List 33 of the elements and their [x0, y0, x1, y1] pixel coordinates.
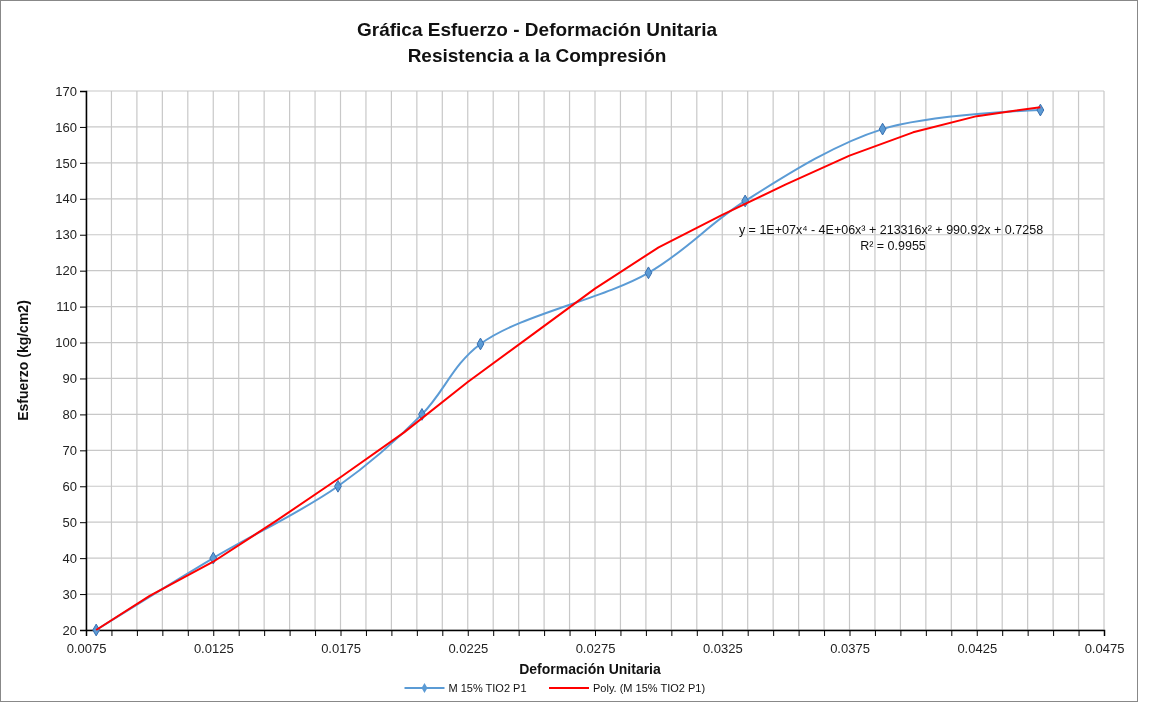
y-tick-label: 50: [62, 514, 77, 530]
legend-label: Poly. (M 15% TIO2 P1): [593, 682, 706, 694]
y-tick-label: 40: [62, 550, 77, 566]
y-tick-label: 90: [62, 371, 77, 387]
y-tick-label: 130: [55, 227, 77, 243]
y-tick-label: 170: [55, 83, 77, 99]
y-axis-title: Esfuerzo (kg/cm2): [15, 300, 31, 421]
annotation: R² = 0.9955: [860, 239, 926, 253]
y-tick-label: 70: [62, 442, 77, 458]
y-tick-label: 30: [62, 586, 77, 602]
x-tick-label: 0.0475: [1084, 641, 1125, 657]
y-tick-label: 60: [62, 478, 77, 494]
legend-label: M 15% TIO2 P1: [448, 682, 527, 694]
y-tick-label: 80: [62, 407, 77, 423]
x-tick-label: 0.0075: [66, 641, 107, 657]
x-tick-label: 0.0225: [448, 641, 489, 657]
y-tick-label: 160: [55, 119, 77, 135]
y-tick-label: 100: [55, 335, 77, 351]
x-axis-title: Deformación Unitaria: [519, 661, 661, 677]
y-tick-label: 110: [56, 299, 77, 315]
annotation: y = 1E+07x⁴ - 4E+06x³ + 213316x² + 990.92x + 0.7258: [738, 223, 1044, 237]
y-tick-label: 140: [55, 191, 77, 207]
y-tick-label: 150: [55, 155, 77, 171]
y-tick-label: 120: [55, 263, 77, 279]
x-tick-label: 0.0175: [321, 641, 361, 657]
x-tick-label: 0.0375: [830, 641, 870, 657]
y-tick-label: 20: [62, 622, 77, 638]
x-tick-label: 0.0275: [575, 641, 616, 657]
x-tick-label: 0.0125: [193, 641, 234, 657]
chart-subtitle: Resistencia a la Compresión: [407, 45, 667, 66]
x-tick-label: 0.0325: [702, 641, 743, 657]
x-tick-label: 0.0425: [957, 641, 998, 657]
chart-title: Gráfica Esfuerzo - Deformación Unitaria: [356, 19, 718, 40]
